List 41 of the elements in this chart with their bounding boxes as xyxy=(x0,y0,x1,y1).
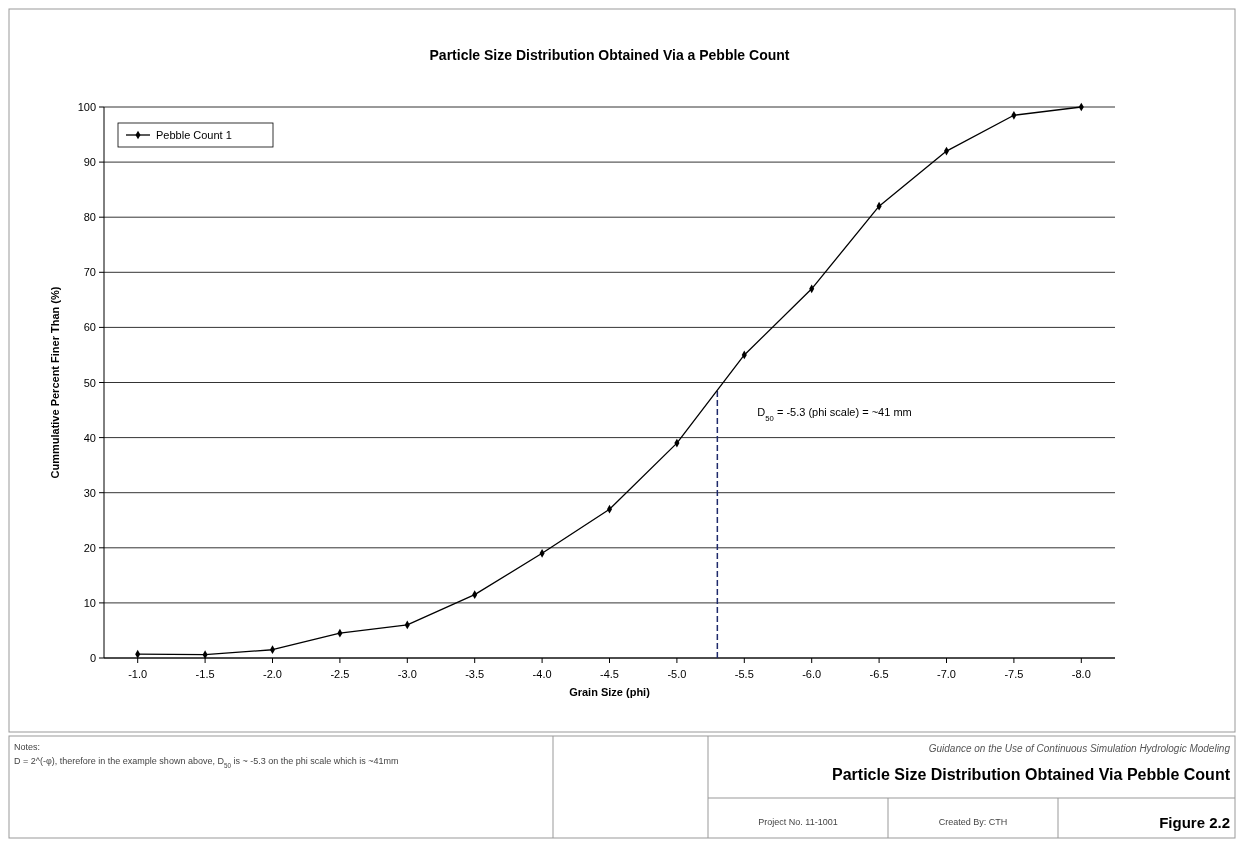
y-axis-title: Cummulative Percent Finer Than (%) xyxy=(49,286,61,479)
x-tick-label: -5.0 xyxy=(667,668,687,680)
y-tick-label: 100 xyxy=(77,101,96,113)
y-tick-label: 0 xyxy=(89,652,96,664)
x-tick-label: -8.0 xyxy=(1071,668,1091,680)
y-tick-label: 90 xyxy=(83,156,96,169)
y-tick-label: 10 xyxy=(83,596,96,609)
chart-title: Particle Size Distribution Obtained Via a Pebble Count xyxy=(429,47,790,63)
point xyxy=(269,645,276,655)
text: Project No. 11-1001 xyxy=(758,817,838,827)
y-tick-label: 40 xyxy=(83,431,96,444)
y-tick-label: 50 xyxy=(83,376,96,389)
x-tick-label: -5.5 xyxy=(734,668,754,680)
x-axis-title: Grain Size (phi) xyxy=(569,686,651,698)
text: Notes: xyxy=(14,742,41,752)
x-tick-label: -1.5 xyxy=(195,668,215,680)
text: Guidance on the Use of Continuous Simulation Hydrologic Modeling xyxy=(928,743,1231,754)
caption: Figure 2.2 xyxy=(1159,814,1230,831)
x-tick-label: -1.0 xyxy=(128,668,148,680)
y-tick-label: 80 xyxy=(83,211,96,224)
x-tick-label: -3.5 xyxy=(465,668,485,680)
y-tick-label: 60 xyxy=(83,321,96,334)
point xyxy=(606,504,613,514)
x-tick-label: -7.5 xyxy=(1004,668,1024,680)
y-tick-label: 70 xyxy=(83,266,96,279)
x-tick-label: -7.0 xyxy=(937,668,956,680)
x-tick-label: -3.0 xyxy=(397,668,417,680)
x-tick-label: -6.0 xyxy=(802,668,822,680)
x-tick-label: -2.0 xyxy=(263,668,282,680)
x-tick-label: -4.5 xyxy=(600,668,619,680)
y-tick-label: 30 xyxy=(83,486,96,499)
text: Created By: CTH xyxy=(938,817,1008,827)
legend-label: Pebble Count 1 xyxy=(156,129,232,141)
text: Particle Size Distribution Obtained Via Pebble Count xyxy=(832,766,1231,783)
x-tick-label: -4.0 xyxy=(532,668,552,680)
x-tick-label: -6.5 xyxy=(869,668,889,680)
annotation: D$_{50}$ = -5.3 (phi scale) = ~41 mm xyxy=(757,405,912,423)
y-tick-label: 20 xyxy=(83,541,96,554)
text: D = 2^(-φ), therefore in the example shown above, D$_{50}$ is ~ -5.3 on the phi scale which is ~41mm xyxy=(14,756,399,769)
x-tick-label: -2.5 xyxy=(330,668,350,680)
point xyxy=(943,146,950,156)
